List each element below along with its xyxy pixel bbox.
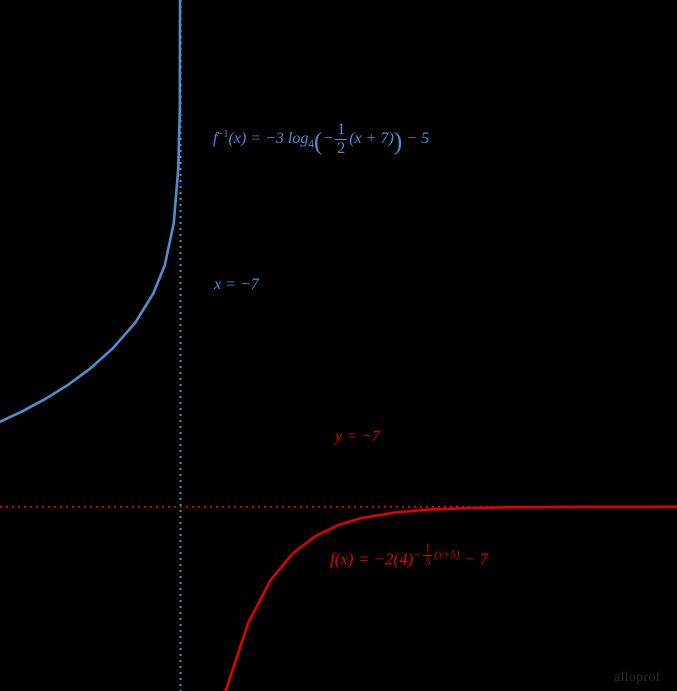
- curve-f-inverse: [0, 0, 180, 422]
- chart-stage: { "chart": { "type": "line", "width_px":…: [0, 0, 677, 691]
- curve-f: [214, 507, 677, 691]
- label-f: f(x) = −2(4)−13(x+5) − 7: [330, 543, 488, 570]
- label-horizontal-asymptote: y = −7: [335, 428, 380, 446]
- plot-svg: [0, 0, 677, 691]
- watermark: alloprof: [614, 670, 661, 686]
- label-f-inverse: f−1(x) = −3 log4(−12(x + 7)) − 5: [213, 122, 429, 157]
- label-vertical-asymptote: x = −7: [214, 276, 259, 294]
